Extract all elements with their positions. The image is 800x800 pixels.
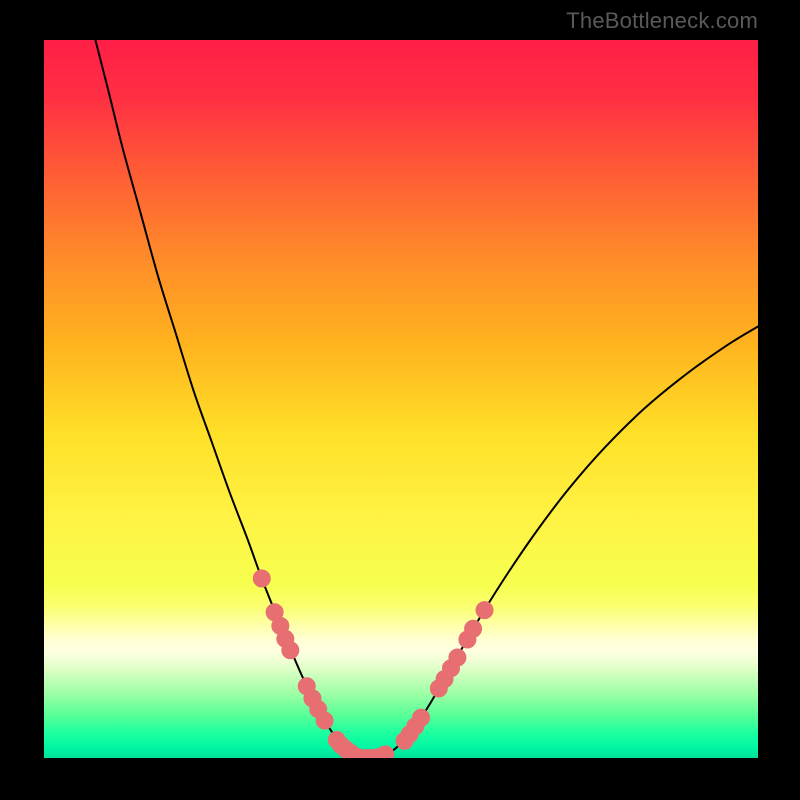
watermark-text: TheBottleneck.com	[566, 8, 758, 34]
gradient-background	[44, 40, 758, 758]
marker-dot	[316, 712, 333, 729]
marker-dot	[377, 746, 394, 758]
marker-dot	[282, 642, 299, 659]
marker-dot	[412, 709, 429, 726]
marker-dot	[449, 649, 466, 666]
marker-dot	[476, 602, 493, 619]
marker-dot	[253, 570, 270, 587]
plot-svg	[44, 40, 758, 758]
marker-dot	[465, 620, 482, 637]
plot-area	[44, 40, 758, 758]
